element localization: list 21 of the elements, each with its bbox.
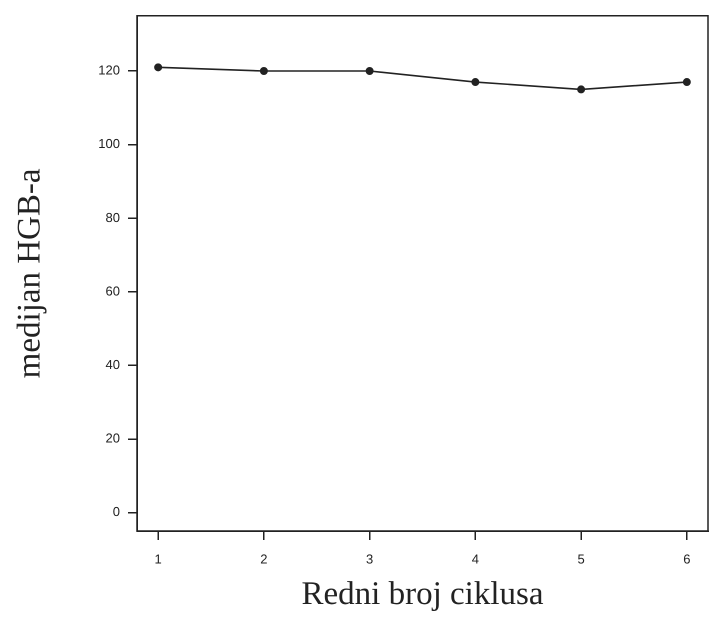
point — [471, 78, 480, 86]
y-axis-title: medijan HGB-a — [11, 168, 48, 378]
x-tick-label: 1 — [154, 551, 162, 566]
x-tick-label: 6 — [683, 551, 690, 566]
y-tick-label: 60 — [106, 283, 120, 298]
y-tick-label: 0 — [112, 504, 120, 520]
x-axis-title: Redni broj ciklusa — [302, 576, 544, 612]
point — [154, 63, 162, 72]
y-tick-label: 20 — [106, 430, 120, 446]
point — [577, 85, 586, 94]
y-tick-label: 120 — [98, 62, 120, 78]
y-tick-label: 80 — [106, 210, 120, 225]
x-tick-label: 4 — [472, 551, 479, 566]
point — [366, 67, 374, 75]
point — [260, 67, 268, 75]
x-tick-label: 3 — [366, 551, 374, 566]
x-tick-label: 2 — [260, 551, 268, 566]
x-tick-label: 5 — [577, 551, 585, 566]
point — [682, 78, 691, 86]
y-tick-label: 40 — [106, 356, 120, 372]
y-tick-label: 100 — [98, 136, 120, 152]
